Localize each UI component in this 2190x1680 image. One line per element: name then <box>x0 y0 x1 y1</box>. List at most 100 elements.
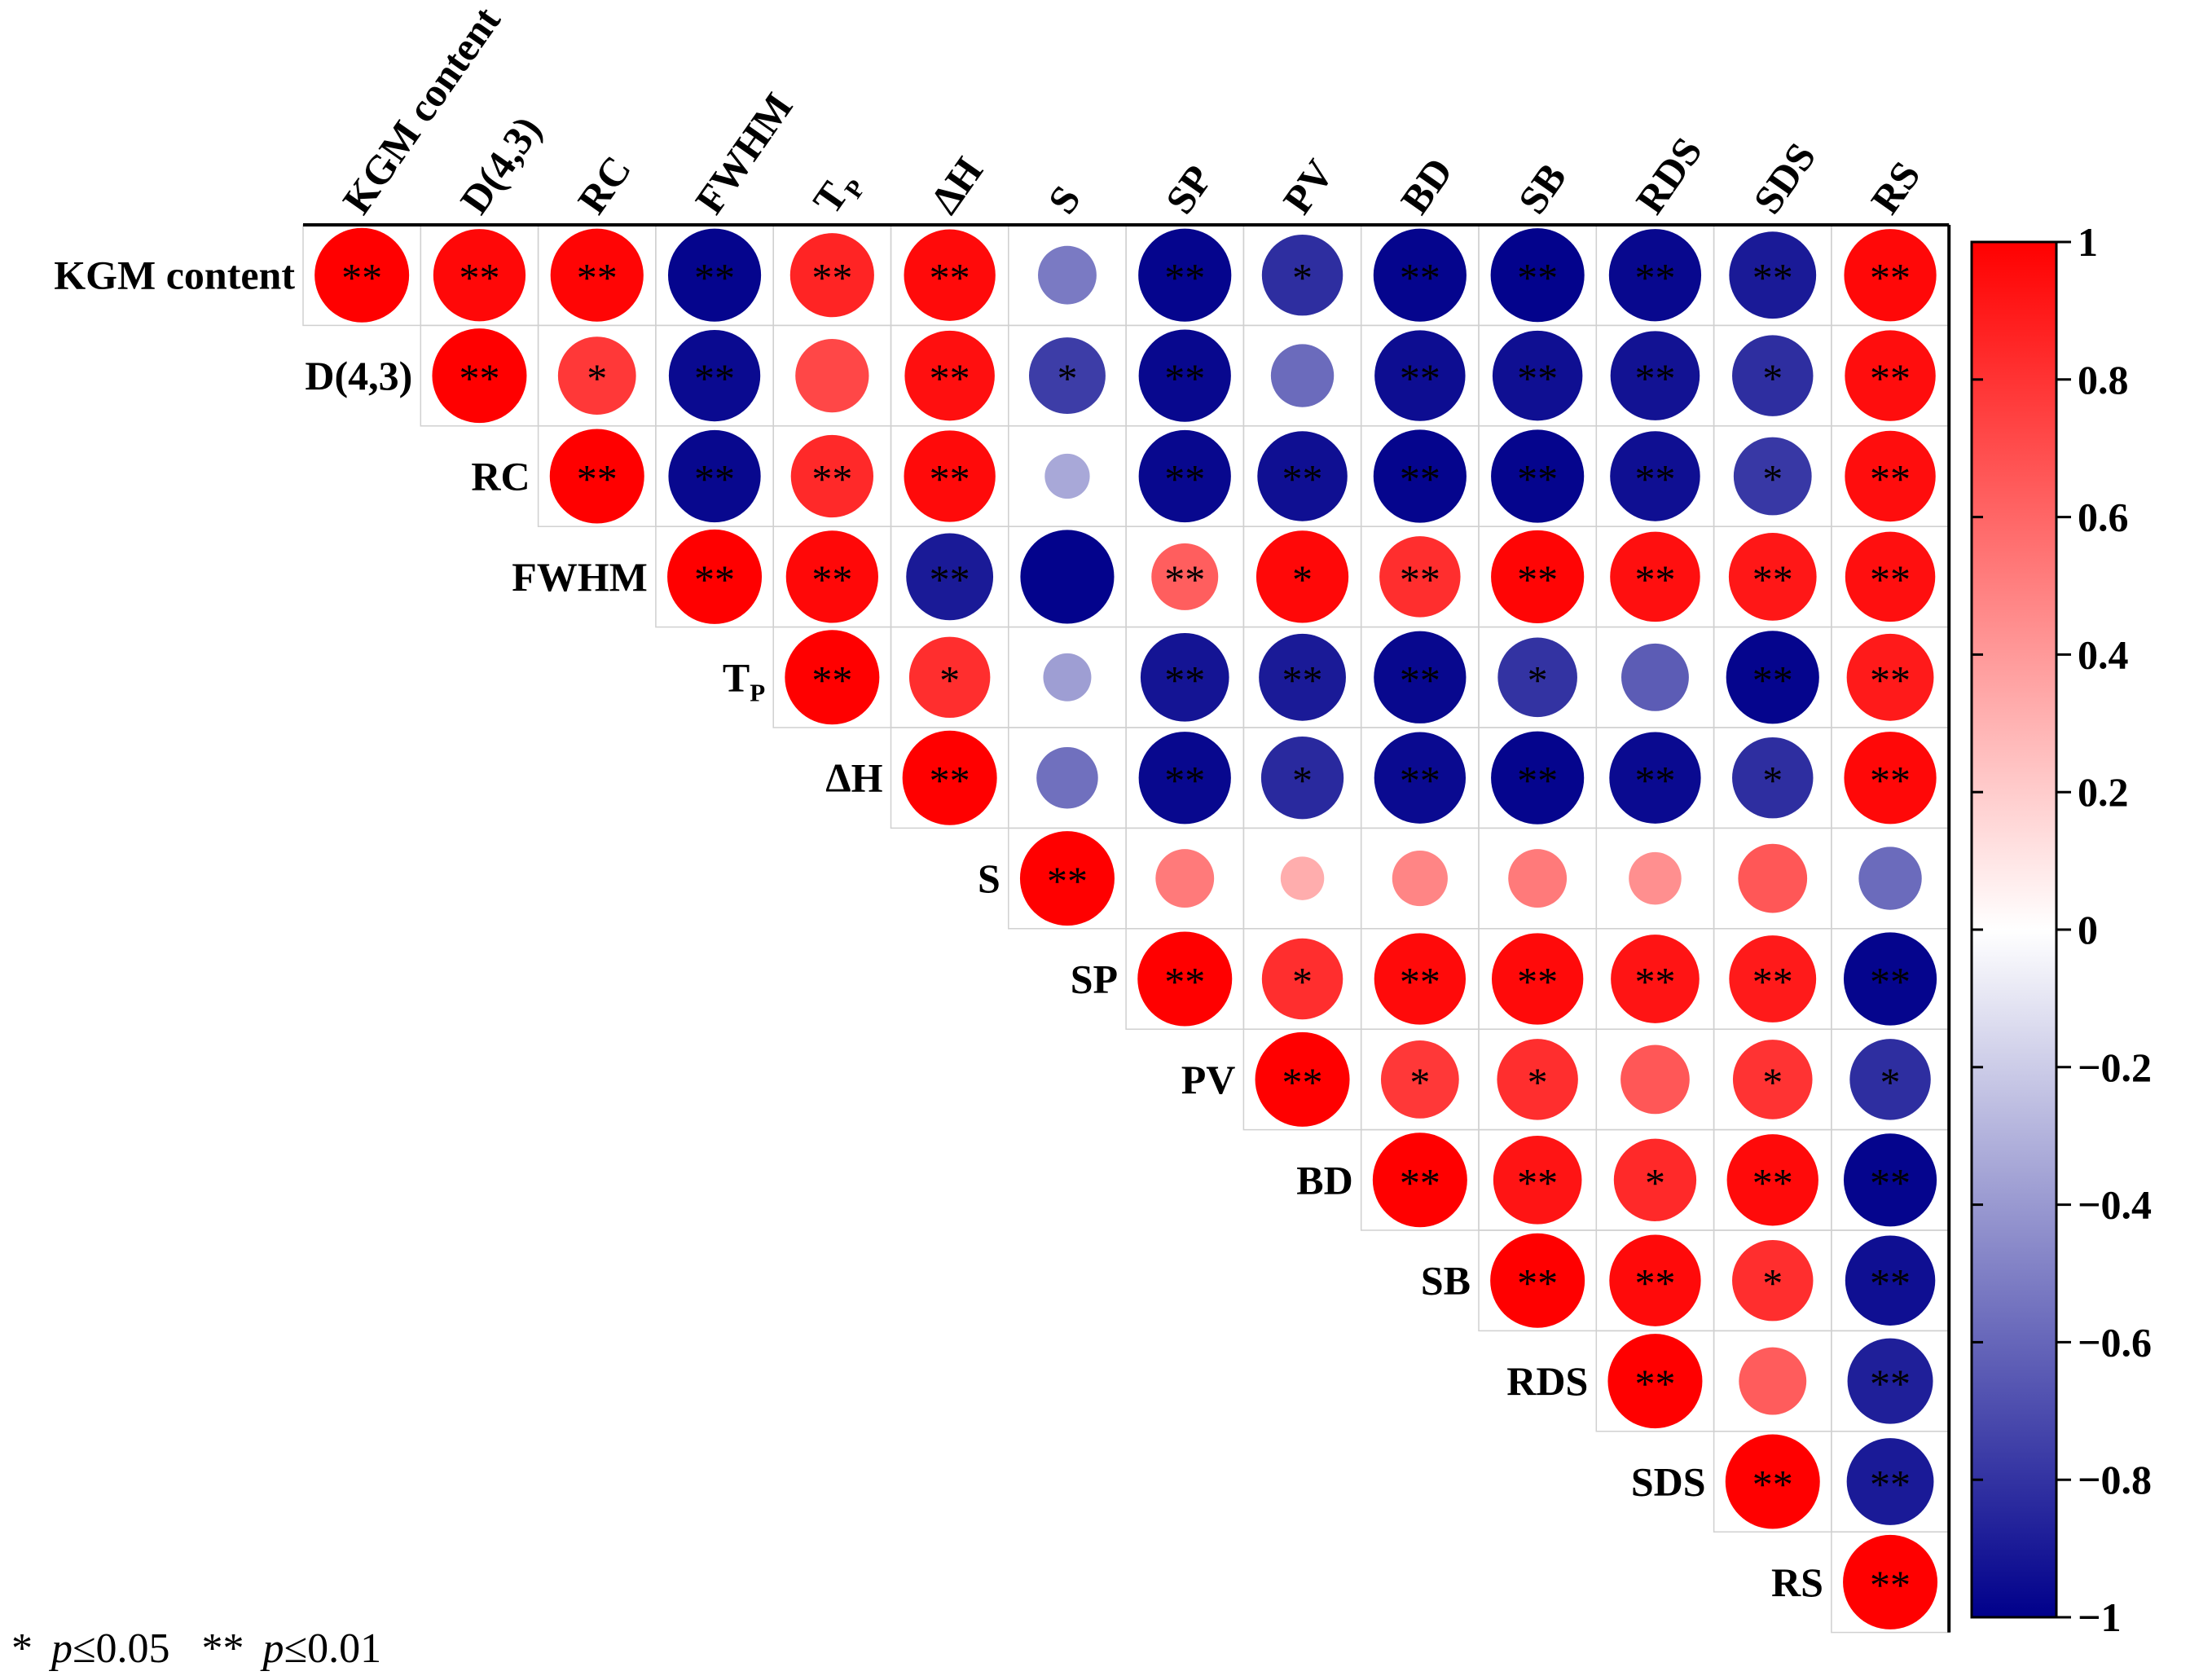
row-label-sds: SDS <box>1631 1459 1706 1505</box>
corr-circle-d-4-3-bd <box>1374 330 1466 421</box>
significance-mark: * <box>1292 255 1313 301</box>
significance-mark: ** <box>1400 959 1440 1005</box>
significance-mark: ** <box>1517 959 1558 1005</box>
significance-mark: ** <box>1517 456 1558 502</box>
row-label-fwhm: FWHM <box>512 554 648 600</box>
corr-circle-sp-sds <box>1729 935 1817 1023</box>
row-label-s: S <box>978 855 1000 901</box>
corr-circle-kgm-content-pv <box>1261 234 1343 316</box>
col-label-rds: RDS <box>1627 129 1711 222</box>
significance-mark: ** <box>811 255 852 301</box>
significance-mark: * <box>1762 456 1783 502</box>
corr-circle-d-4-3-t-p <box>795 338 869 413</box>
significance-mark: ** <box>1634 355 1675 401</box>
significance-mark: ** <box>1870 556 1911 602</box>
corr-circle-s-sp <box>1155 849 1215 908</box>
corr-circle-h-rds <box>1609 732 1701 824</box>
corr-circle-rc-t-p <box>790 434 873 518</box>
significance-mark: ** <box>1634 959 1675 1005</box>
corr-circle-h-sp <box>1138 732 1231 825</box>
corr-circle-t-p-pv <box>1259 633 1346 721</box>
corr-circle-d-4-3-pv <box>1270 344 1335 407</box>
corr-circle-h-sds <box>1732 737 1814 819</box>
significance-mark: * <box>1528 1059 1548 1105</box>
significance-mark: * <box>1292 556 1313 602</box>
corr-circle-fwhm-sds <box>1728 533 1817 621</box>
corr-circle-kgm-content-rds <box>1608 229 1702 322</box>
significance-mark: ** <box>1634 1361 1675 1406</box>
significance-mark: ** <box>1164 456 1205 502</box>
corr-circle-pv-sb <box>1497 1039 1578 1120</box>
corr-circle-s-s <box>1019 831 1115 926</box>
col-label-d-4-3: D(4,3) <box>451 108 551 222</box>
col-label-fwhm: FWHM <box>686 85 801 222</box>
corr-circle-t-p-s <box>1043 653 1092 701</box>
significance-mark: ** <box>1752 556 1793 602</box>
colorbar-tick-label: −0.4 <box>2078 1182 2152 1228</box>
significance-mark: ** <box>1752 1462 1793 1507</box>
corr-circle-kgm-content-kgm-content <box>314 227 410 323</box>
col-label-h: ΔH <box>921 149 992 222</box>
significance-mark: ** <box>1517 1159 1558 1205</box>
significance-mark: ** <box>1282 1059 1323 1105</box>
significance-mark: ** <box>1400 758 1440 803</box>
corr-circle-fwhm-sb <box>1491 530 1585 623</box>
row-label-pv: PV <box>1181 1057 1236 1102</box>
corr-circle-fwhm-t-p <box>785 530 878 623</box>
corr-circle-rds-rds <box>1607 1334 1703 1429</box>
col-label-pv: PV <box>1274 152 1343 222</box>
significance-mark: * <box>1762 1260 1783 1306</box>
col-label-sds: SDS <box>1744 134 1824 222</box>
corr-circle-kgm-content-t-p <box>789 233 874 318</box>
significance-mark: * <box>1057 355 1077 401</box>
corr-circle-t-p-rds <box>1621 643 1689 711</box>
corr-circle-bd-sb <box>1493 1135 1582 1225</box>
corr-circle-t-p-sds <box>1726 631 1819 724</box>
significance-mark: ** <box>1517 355 1558 401</box>
significance-mark: ** <box>1870 1462 1911 1507</box>
corr-circle-sp-rds <box>1611 935 1700 1023</box>
significance-mark: ** <box>1164 758 1205 803</box>
significance-mark: ** <box>1164 657 1205 702</box>
significance-mark: ** <box>930 758 970 803</box>
corr-circle-fwhm-pv <box>1256 530 1349 623</box>
significance-mark: ** <box>1164 355 1205 401</box>
corr-circle-kgm-content-rc <box>550 228 644 322</box>
corr-circle-d-4-3-sb <box>1492 330 1583 421</box>
corr-circle-t-p-t-p <box>785 630 880 725</box>
corr-circle-h-bd <box>1374 732 1467 824</box>
significance-mark: ** <box>1870 1361 1911 1406</box>
significance-mark: ** <box>694 456 735 502</box>
significance-mark: ** <box>1870 355 1911 401</box>
colorbar: 1 0.8 0.6 0.4 0.2 0 −0.2 −0.4 −0.6 −0.8 −1 <box>1970 219 2152 1640</box>
significance-mark: ** <box>1517 556 1558 602</box>
significance-mark: ** <box>1634 556 1675 602</box>
significance-mark: ** <box>1752 1159 1793 1205</box>
colorbar-tick-label: 0.4 <box>2078 631 2129 677</box>
significance-mark: ** <box>1634 456 1675 502</box>
corr-circle-rc-rs <box>1845 430 1936 522</box>
corr-circle-d-4-3-d-4-3 <box>432 328 527 424</box>
col-label-bd: BD <box>1392 149 1462 222</box>
significance-mark: * <box>1762 355 1783 401</box>
corr-circle-pv-sds <box>1732 1040 1813 1119</box>
corr-circle-d-4-3-rc <box>557 336 636 415</box>
corr-circle-s-rds <box>1629 851 1682 905</box>
corr-circle-h-h <box>902 730 997 825</box>
colorbar-tick-label: 0.8 <box>2078 357 2129 402</box>
corr-circle-kgm-content-sb <box>1490 228 1585 323</box>
row-label-bd: BD <box>1296 1157 1352 1203</box>
significance-note: * p≤0.05 ** p≤0.01 <box>11 1625 381 1672</box>
corr-circle-s-bd <box>1392 851 1448 907</box>
significance-mark: ** <box>694 556 735 602</box>
corr-circle-rc-pv <box>1257 431 1348 521</box>
significance-mark: ** <box>1870 1562 1911 1607</box>
corr-circle-pv-pv <box>1255 1031 1350 1127</box>
significance-mark: ** <box>341 255 382 301</box>
row-label-d-4-3: D(4,3) <box>305 353 412 398</box>
significance-mark: ** <box>1047 858 1088 904</box>
significance-mark: ** <box>930 255 970 301</box>
colorbar-tick-label: −1 <box>2078 1594 2122 1640</box>
corr-circle-sds-sds <box>1725 1434 1820 1529</box>
row-label-sb: SB <box>1421 1258 1471 1304</box>
